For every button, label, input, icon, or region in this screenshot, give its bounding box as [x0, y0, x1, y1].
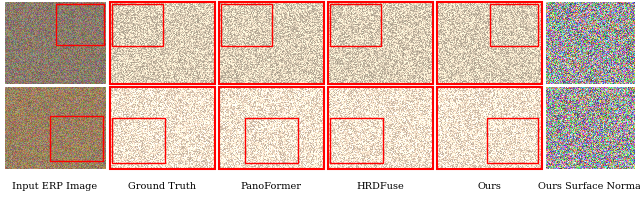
Text: HRDFuse: HRDFuse	[356, 182, 404, 191]
Bar	[112, 118, 164, 163]
Bar	[437, 87, 542, 169]
Bar	[112, 4, 163, 46]
Bar	[488, 118, 538, 163]
Text: Ground Truth: Ground Truth	[128, 182, 196, 191]
Bar	[328, 2, 433, 84]
Bar	[110, 2, 215, 84]
Text: Ours Surface Normal: Ours Surface Normal	[538, 182, 640, 191]
Bar	[51, 116, 103, 161]
Text: PanoFormer: PanoFormer	[241, 182, 301, 191]
Bar	[330, 118, 383, 163]
Text: Input ERP Image: Input ERP Image	[12, 182, 97, 191]
Bar	[490, 4, 538, 46]
Bar	[437, 2, 542, 84]
Bar	[221, 4, 271, 46]
Text: Ours: Ours	[477, 182, 501, 191]
Bar	[219, 87, 324, 169]
Bar	[245, 118, 298, 163]
Bar	[328, 87, 433, 169]
Bar	[219, 2, 324, 84]
Bar	[56, 4, 104, 45]
Bar	[110, 87, 215, 169]
Bar	[330, 4, 381, 46]
